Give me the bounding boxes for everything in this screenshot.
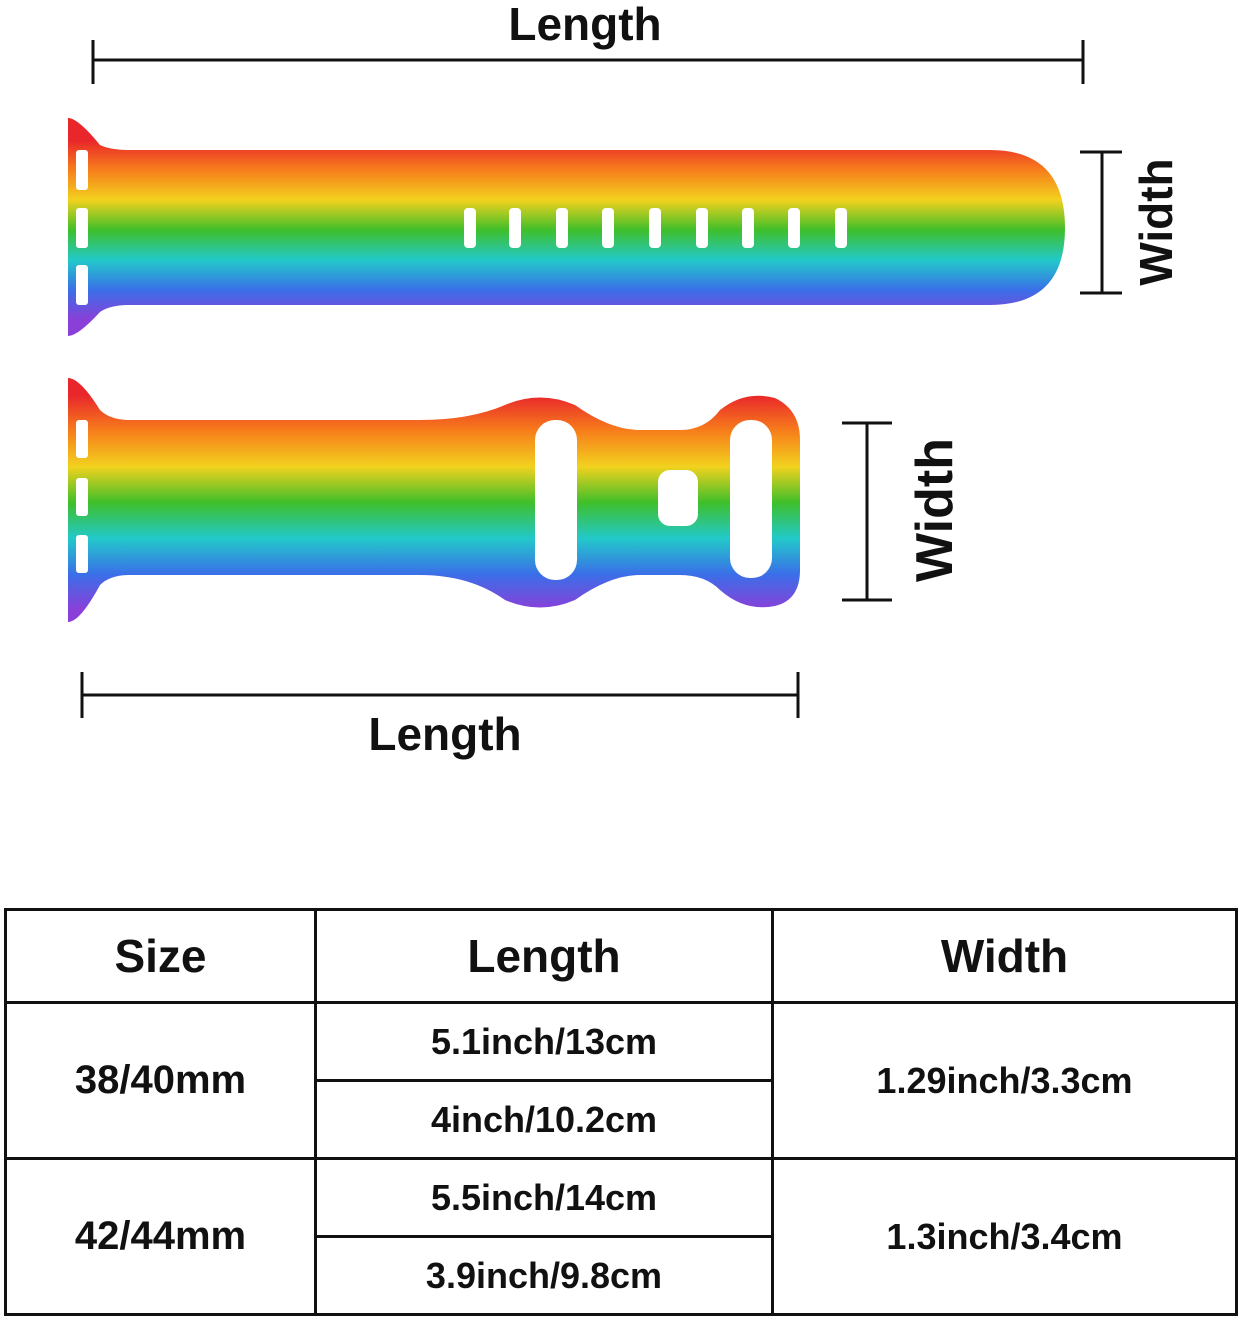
bottom-length-label: Length [368,708,521,760]
width-cell: 1.3inch/3.4cm [771,1157,1238,1316]
size-cell: 42/44mm [4,1157,317,1316]
short-strap [68,378,800,622]
top-width-dimension [1080,150,1122,295]
top-length-dimension [91,40,1085,84]
table-row: 3.9inch/9.8cm [6,1235,1237,1316]
table-header-row: Size Length Width [4,908,1238,1004]
long-strap [68,118,1065,336]
bottom-width-label: Width [906,438,964,582]
top-length-label: Length [508,0,661,50]
table-row: 42/44mm 5.5inch/14cm 1.3inch/3.4cm [4,1157,1238,1316]
band-diagram: Length Width [68,0,1182,760]
strap-loops [76,420,772,580]
table-row: 4inch/10.2cm [6,1079,1237,1160]
header-width: Width [771,908,1238,1004]
strap-holes [76,150,847,305]
bottom-width-dimension [842,421,892,602]
length-cell: 5.5inch/14cm [314,1157,774,1238]
top-width-label: Width [1130,158,1182,285]
header-length: Length [314,908,774,1004]
table-row: 38/40mm 5.1inch/13cm 1.29inch/3.3cm [4,1001,1238,1160]
header-size: Size [4,908,317,1004]
length-cell: 5.1inch/13cm [314,1001,774,1082]
bottom-length-dimension [80,672,800,718]
length-cell: 4inch/10.2cm [314,1079,774,1160]
size-cell: 38/40mm [4,1001,317,1160]
size-table: Size Length Width 38/40mm 5.1inch/13cm 1… [4,908,1238,1316]
length-cell: 3.9inch/9.8cm [314,1235,774,1316]
width-cell: 1.29inch/3.3cm [771,1001,1238,1160]
